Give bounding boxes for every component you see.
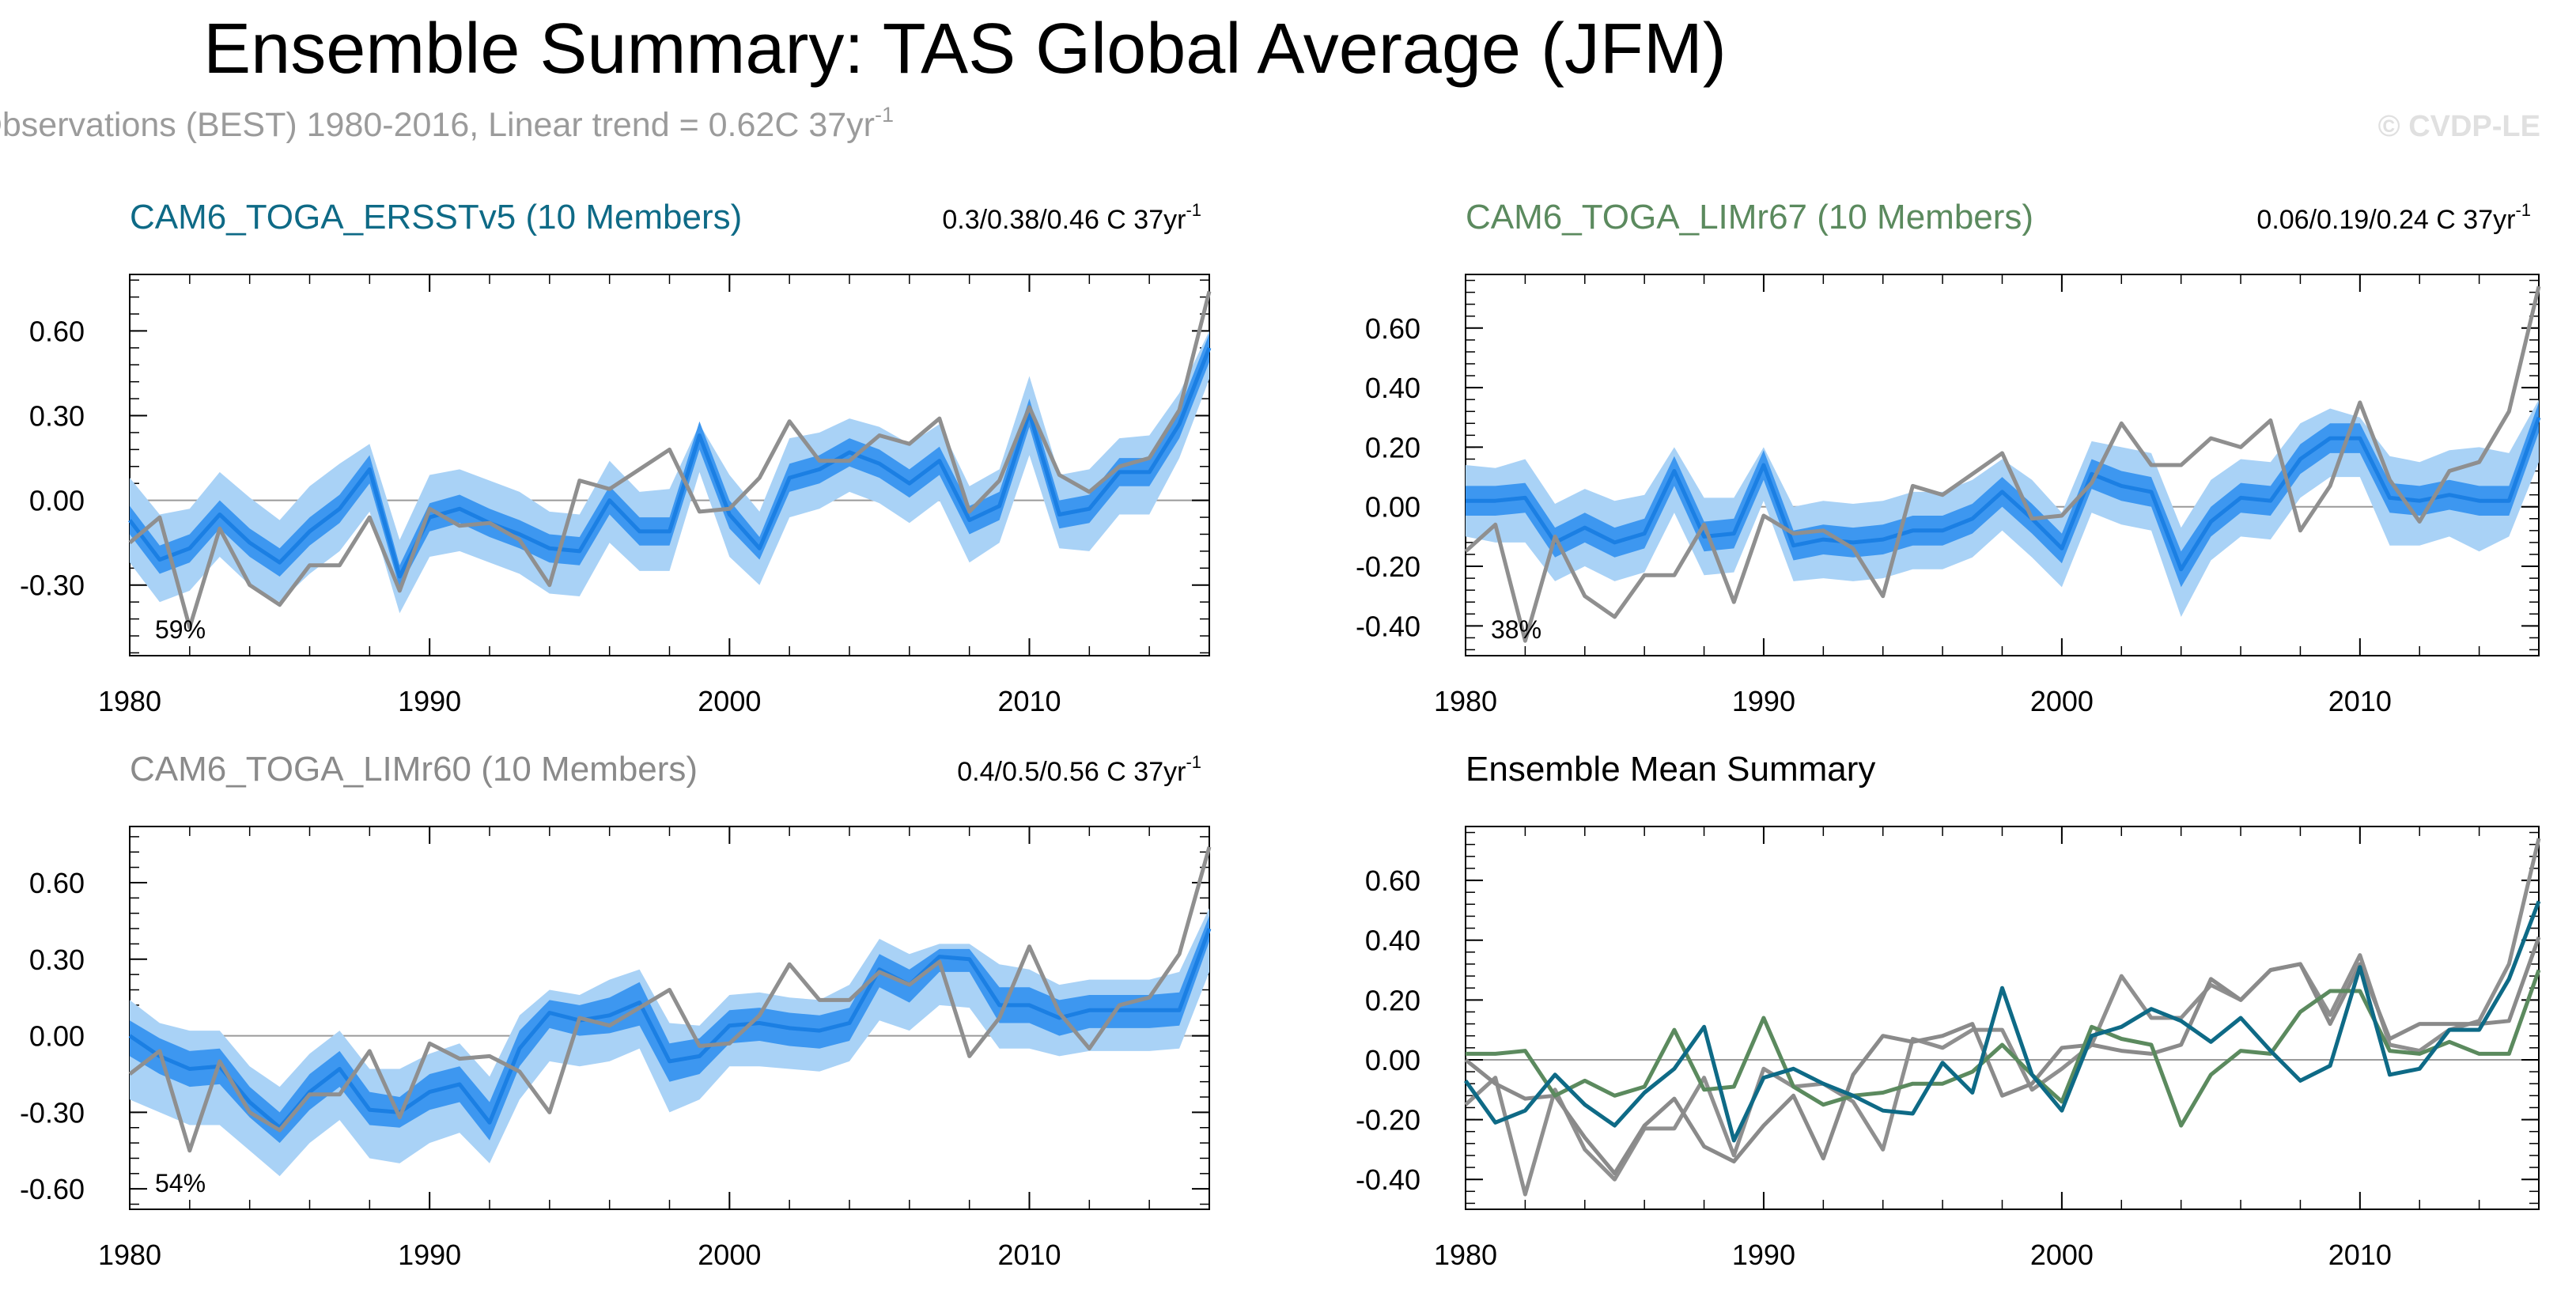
y-tick-label: 0.00	[1365, 491, 1420, 524]
panel-title: Ensemble Mean Summary	[1466, 750, 1875, 789]
y-tick-label: 0.20	[1365, 431, 1420, 463]
trend-label: 0.4/0.5/0.56 C 37yr-1	[957, 752, 1201, 787]
percent-label: 54%	[155, 1169, 206, 1197]
x-tick-label: 1990	[1732, 685, 1795, 717]
panel-title: CAM6_TOGA_LIMr60 (10 Members)	[130, 750, 698, 789]
panel-title: CAM6_TOGA_LIMr67 (10 Members)	[1466, 198, 2033, 236]
observations-line	[128, 846, 1212, 1153]
ensemble-mean-line	[1466, 416, 2541, 572]
x-tick-label: 2010	[2328, 685, 2392, 717]
trend-label-text: 0.3/0.38/0.46 C 37yr	[942, 205, 1186, 235]
observations-line	[1464, 286, 2541, 643]
watermark: © CVDP-LE	[2378, 110, 2540, 143]
y-tick-label: -0.60	[20, 1173, 85, 1205]
limr60-mean-line	[1464, 936, 2541, 1176]
x-tick-label: 1990	[398, 1239, 461, 1271]
subtitle-text: Observations (BEST) 1980-2016, Linear tr…	[0, 106, 875, 144]
subtitle-superscript: -1	[875, 103, 894, 127]
x-tick-label: 2000	[698, 1239, 761, 1271]
y-tick-label: 0.60	[1365, 312, 1420, 345]
x-tick-label: 2000	[698, 685, 761, 717]
y-tick-label: -0.40	[1356, 610, 1420, 642]
x-tick-label: 1980	[98, 685, 161, 717]
x-tick-label: 2010	[997, 685, 1061, 717]
x-tick-label: 2010	[2328, 1239, 2392, 1271]
y-tick-label: -0.40	[1356, 1163, 1420, 1196]
y-tick-label: 0.60	[29, 867, 85, 899]
y-tick-label: -0.30	[20, 569, 85, 602]
panel-title: CAM6_TOGA_ERSSTv5 (10 Members)	[130, 198, 742, 236]
trend-label-superscript: -1	[1186, 752, 1201, 772]
x-tick-label: 1980	[98, 1239, 161, 1271]
figure-subtitle: Observations (BEST) 1980-2016, Linear tr…	[0, 103, 894, 144]
y-tick-label: 0.20	[1365, 984, 1420, 1016]
chart-panel-limr60: CAM6_TOGA_LIMr60 (10 Members) 0.4/0.5/0.5…	[20, 750, 1212, 1271]
y-tick-label: 0.00	[29, 485, 85, 517]
trend-label: 0.3/0.38/0.46 C 37yr-1	[942, 200, 1201, 235]
ensemble-iqr-band	[1466, 402, 2539, 588]
y-tick-label: 0.60	[29, 315, 85, 347]
x-tick-label: 2000	[2030, 685, 2094, 717]
x-tick-label: 1990	[1732, 1239, 1795, 1271]
percent-label: 38%	[1491, 615, 1541, 644]
trend-label-text: 0.4/0.5/0.56 C 37yr	[957, 757, 1186, 787]
chart-panel-ersst: CAM6_TOGA_ERSSTv5 (10 Members) 0.3/0.38/0…	[20, 198, 1212, 717]
obs-mean-line	[1464, 838, 2541, 1197]
trend-label-text: 0.06/0.19/0.24 C 37yr	[2256, 205, 2515, 235]
ensemble-mean-line	[128, 346, 1212, 579]
chart-panel-limr67: CAM6_TOGA_LIMr67 (10 Members) 0.06/0.19/0…	[1356, 198, 2541, 717]
x-tick-label: 1980	[1434, 1239, 1497, 1271]
y-tick-label: 0.40	[1365, 925, 1420, 957]
ensemble-range-band	[1466, 399, 2539, 617]
y-tick-label: 0.40	[1365, 372, 1420, 404]
x-tick-label: 2010	[997, 1239, 1061, 1271]
figure-title: Ensemble Summary: TAS Global Average (JF…	[203, 9, 1727, 89]
y-tick-label: -0.20	[1356, 1104, 1420, 1137]
trend-label-superscript: -1	[2515, 200, 2531, 220]
ensemble-range-band	[130, 331, 1209, 614]
ensemble-mean-line	[128, 928, 1212, 1130]
y-tick-label: -0.30	[20, 1096, 85, 1129]
ersst-mean-line	[1463, 900, 2541, 1143]
y-tick-label: 0.30	[29, 400, 85, 433]
y-tick-label: 0.00	[29, 1020, 85, 1053]
chart-panel-summary: Ensemble Mean Summary 0.60 0.40 0.20 0.00 -0.…	[1356, 750, 2541, 1271]
limr67-mean-line	[1466, 969, 2541, 1128]
x-tick-label: 2000	[2030, 1239, 2094, 1271]
trend-label-superscript: -1	[1186, 200, 1201, 220]
ensemble-iqr-band	[130, 334, 1209, 588]
x-tick-label: 1990	[398, 685, 461, 717]
y-tick-label: -0.20	[1356, 550, 1420, 583]
observations-line	[128, 290, 1212, 630]
x-tick-label: 1980	[1434, 685, 1497, 717]
ensemble-range-band	[130, 908, 1209, 1177]
y-tick-label: 0.30	[29, 944, 85, 976]
trend-label: 0.06/0.19/0.24 C 37yr-1	[2256, 200, 2531, 235]
percent-label: 59%	[155, 615, 206, 644]
y-tick-label: 0.00	[1365, 1044, 1420, 1076]
y-tick-label: 0.60	[1365, 864, 1420, 897]
